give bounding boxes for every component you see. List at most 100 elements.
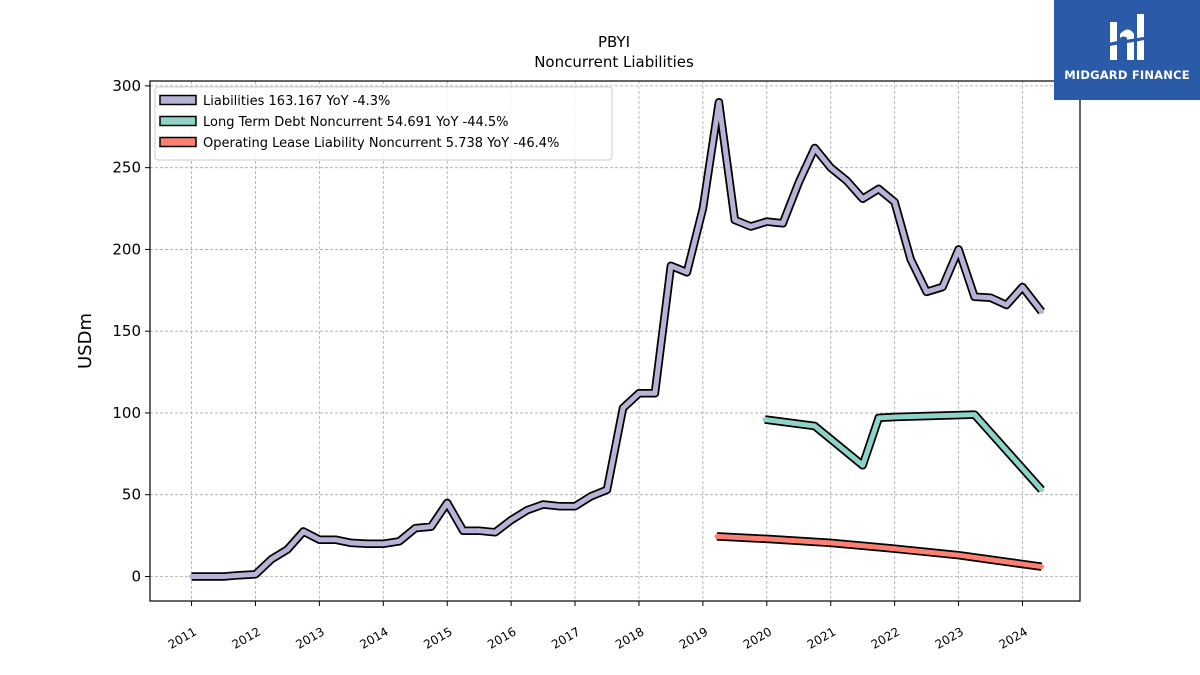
data-point bbox=[1004, 302, 1009, 308]
data-point bbox=[972, 412, 977, 417]
data-point bbox=[876, 186, 882, 192]
series-line bbox=[764, 412, 1044, 492]
x-tick-label: 2012 bbox=[230, 624, 263, 651]
y-ticks: 0 50 100 150 200 250 300 bbox=[112, 77, 150, 585]
legend-swatch bbox=[159, 115, 197, 127]
data-point bbox=[540, 502, 546, 507]
x-tick-label: 2011 bbox=[166, 624, 199, 651]
data-point bbox=[1039, 309, 1044, 314]
series-2 bbox=[714, 532, 1044, 571]
data-point bbox=[524, 507, 530, 513]
chart-subtitle: Noncurrent Liabilities bbox=[534, 53, 694, 71]
data-point bbox=[317, 537, 322, 543]
data-point bbox=[892, 546, 897, 552]
x-tick-label: 2022 bbox=[869, 624, 902, 651]
data-point bbox=[860, 462, 866, 468]
data-point bbox=[844, 178, 850, 184]
data-point bbox=[908, 256, 913, 262]
data-point bbox=[796, 180, 802, 185]
data-point bbox=[604, 487, 610, 493]
y-tick-label: 150 bbox=[112, 322, 141, 340]
data-point bbox=[828, 540, 834, 546]
y-tick-label: 0 bbox=[131, 567, 141, 585]
data-point bbox=[1039, 564, 1044, 570]
data-point bbox=[572, 503, 578, 509]
data-point bbox=[684, 269, 690, 275]
y-tick-label: 100 bbox=[112, 404, 141, 422]
data-point bbox=[860, 196, 866, 202]
x-tick-label: 2015 bbox=[421, 624, 454, 651]
x-tick-label: 2014 bbox=[357, 624, 390, 651]
data-point bbox=[732, 217, 738, 223]
data-point bbox=[556, 503, 562, 509]
data-point bbox=[762, 417, 768, 422]
data-point bbox=[189, 574, 194, 579]
data-point bbox=[221, 574, 226, 579]
x-tick-label: 2017 bbox=[549, 624, 582, 651]
data-point bbox=[956, 247, 961, 252]
x-tick-label: 2021 bbox=[805, 624, 838, 651]
data-point bbox=[588, 493, 594, 499]
data-point bbox=[892, 199, 897, 205]
data-point bbox=[764, 536, 770, 542]
data-point bbox=[716, 99, 722, 105]
data-point bbox=[396, 538, 402, 544]
legend-swatch bbox=[159, 136, 197, 148]
y-tick-label: 300 bbox=[112, 77, 141, 95]
logo-mark-icon bbox=[1106, 14, 1148, 60]
data-point bbox=[988, 295, 993, 301]
data-point bbox=[636, 390, 642, 396]
data-point bbox=[956, 552, 961, 558]
y-axis-label: USDm bbox=[75, 313, 96, 369]
legend-swatch bbox=[159, 94, 197, 106]
legend: Liabilities 163.167 YoY -4.3% Long Term D… bbox=[154, 86, 613, 161]
data-point bbox=[1020, 284, 1025, 290]
data-point bbox=[748, 224, 754, 229]
x-tick-label: 2016 bbox=[485, 624, 518, 651]
chart-title: PBYI bbox=[598, 33, 630, 51]
data-point bbox=[476, 528, 482, 534]
data-point bbox=[253, 571, 258, 577]
data-point bbox=[972, 294, 977, 300]
data-point bbox=[714, 534, 720, 539]
data-point bbox=[876, 415, 882, 421]
data-point bbox=[700, 206, 706, 211]
data-point bbox=[364, 541, 370, 547]
legend-label: Operating Lease Liability Noncurrent 5.7… bbox=[203, 136, 559, 151]
data-point bbox=[444, 500, 450, 506]
data-point bbox=[412, 525, 418, 531]
data-point bbox=[460, 528, 466, 534]
data-point bbox=[301, 529, 306, 534]
x-tick-label: 2013 bbox=[293, 624, 326, 651]
x-ticks: 2011 2012 2013 2014 2015 2016 2017 2018 2019 2020… bbox=[166, 601, 1030, 652]
series-lines bbox=[189, 98, 1045, 581]
data-point bbox=[237, 572, 242, 578]
data-point bbox=[812, 423, 818, 429]
data-point bbox=[269, 556, 274, 562]
series-line bbox=[716, 533, 1042, 570]
legend-label: Long Term Debt Noncurrent 54.691 YoY -44… bbox=[203, 115, 509, 130]
data-point bbox=[780, 220, 786, 226]
data-point bbox=[380, 541, 386, 547]
data-point bbox=[205, 574, 210, 579]
legend-label: Liabilities 163.167 YoY -4.3% bbox=[203, 94, 390, 109]
data-point bbox=[620, 405, 626, 411]
y-tick-label: 50 bbox=[122, 486, 141, 504]
x-tick-label: 2020 bbox=[741, 624, 774, 651]
data-point bbox=[892, 414, 897, 420]
plot-frame bbox=[149, 80, 1081, 602]
data-point bbox=[285, 547, 290, 552]
midgard-finance-logo: MIDGARD FINANCE bbox=[1054, 0, 1200, 100]
series-1 bbox=[762, 410, 1045, 493]
data-point bbox=[764, 219, 770, 225]
data-point bbox=[492, 529, 498, 535]
data-point bbox=[668, 263, 674, 269]
data-point bbox=[940, 284, 945, 290]
data-point bbox=[924, 289, 929, 295]
y-tick-label: 250 bbox=[112, 159, 141, 177]
data-point bbox=[1039, 487, 1044, 493]
x-tick-label: 2018 bbox=[613, 624, 646, 651]
series-0 bbox=[189, 98, 1045, 581]
data-point bbox=[428, 524, 434, 529]
